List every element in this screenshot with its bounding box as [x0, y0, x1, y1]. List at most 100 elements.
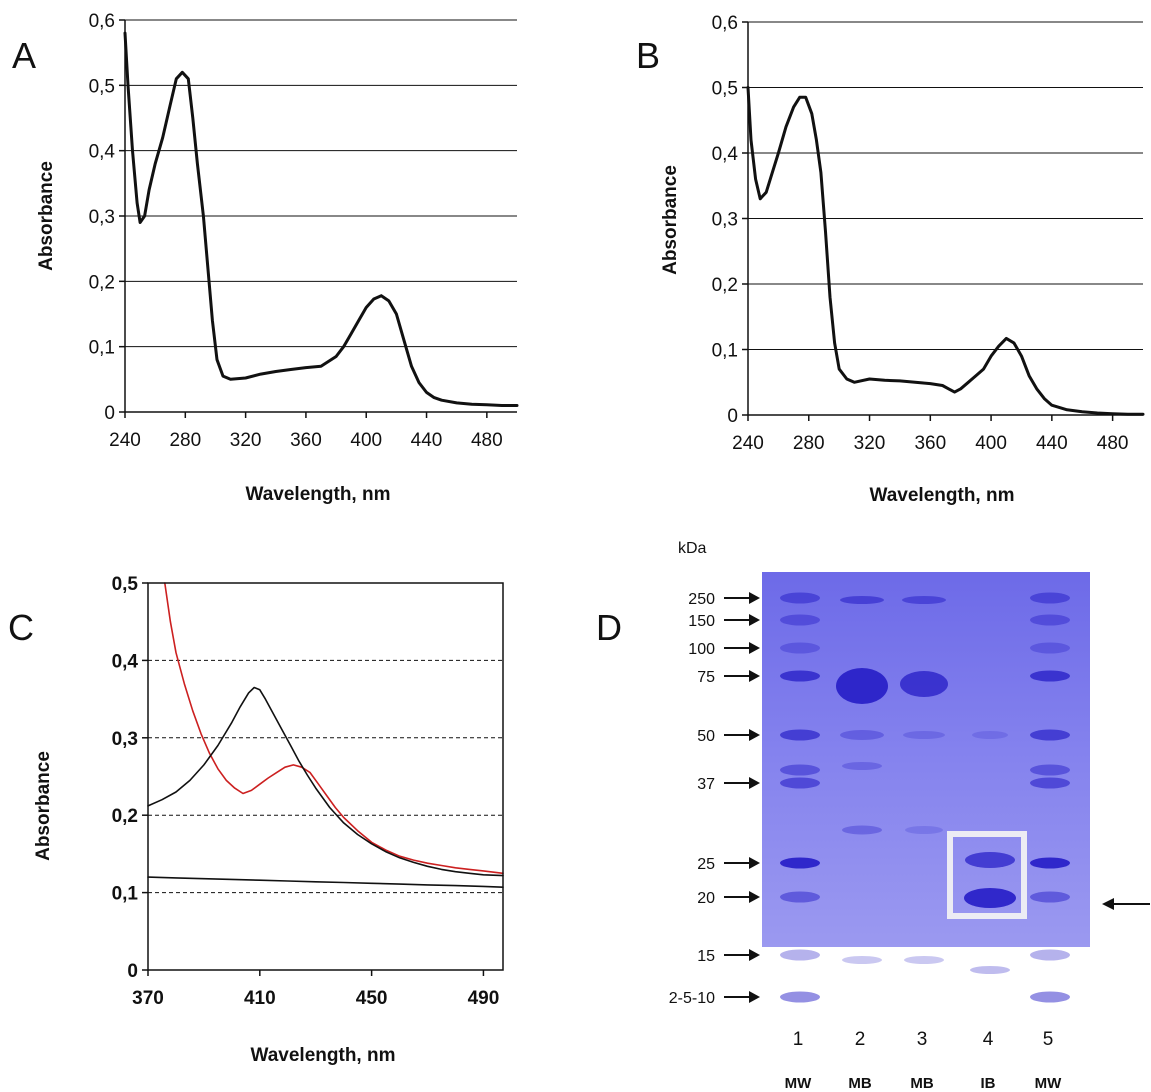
- marker-labels: 250 150 100 75 50 37 25 20 15 2-5-10: [669, 591, 760, 1007]
- gel-band: [1030, 729, 1070, 741]
- y-tick-label: 0: [727, 406, 738, 427]
- marker-label: 250: [688, 591, 715, 608]
- panel-d-gel: D kDa 250 150 100 75 50 37 25 20 15 2-5-10 1 MW 2 MB…: [596, 540, 1150, 1092]
- gel-band: [780, 764, 820, 776]
- marker-label: 75: [697, 669, 715, 686]
- x-tick-label: 360: [290, 430, 322, 451]
- gel-band: [780, 777, 820, 789]
- panel-c: C 0 0,1 0,2 0,3 0,4 0,5 370 410 450 490 Absorban…: [8, 574, 504, 1066]
- gel-band: [836, 668, 888, 704]
- y-axis-title-b: Absorbance: [660, 165, 681, 275]
- gel-band: [1030, 592, 1070, 604]
- x-tick-label: 280: [169, 430, 201, 451]
- arrow-right-icon: [749, 592, 760, 604]
- gel-band: [1030, 857, 1070, 869]
- y-tick-label: 0,2: [712, 275, 738, 296]
- gel-band: [780, 592, 820, 604]
- arrow-right-icon: [749, 614, 760, 626]
- gel-band: [1030, 614, 1070, 626]
- gel-bands: [780, 592, 1070, 1003]
- gel-band: [842, 825, 882, 835]
- y-tick-label: 0,1: [112, 884, 139, 905]
- gel-band: [1030, 991, 1070, 1003]
- arrow-right-icon: [749, 642, 760, 654]
- y-tick-label: 0,5: [89, 76, 115, 97]
- gridlines-b: [748, 21, 1143, 350]
- y-ticks-c: 0 0,1 0,2 0,3 0,4 0,5: [112, 574, 148, 982]
- arrow-right-icon: [749, 857, 760, 869]
- gel-band: [1030, 642, 1070, 654]
- x-tick-label: 450: [356, 988, 388, 1009]
- marker-label: 25: [697, 856, 715, 873]
- y-tick-label: 0,6: [712, 13, 738, 34]
- marker-label: 15: [697, 948, 715, 965]
- gel-band: [972, 731, 1008, 739]
- y-ticks-a: 0 0,1 0,2 0,3 0,4 0,5 0,6: [89, 11, 125, 424]
- series-line-2: [147, 686, 504, 877]
- gel-band: [905, 826, 943, 834]
- gel-band: [840, 730, 884, 740]
- y-tick-label: 0,1: [712, 341, 738, 362]
- y-tick-label: 0,3: [712, 210, 738, 231]
- gel-band: [1030, 777, 1070, 789]
- gel-band: [1030, 764, 1070, 776]
- arrow-right-icon: [749, 670, 760, 682]
- gel-band: [1030, 891, 1070, 903]
- lane-labels: 1 MW 2 MB 3 MB 4 IB 5 MW: [785, 1029, 1062, 1092]
- marker-label: 37: [697, 776, 715, 793]
- panel-label-a: A: [12, 35, 36, 76]
- gel-band: [780, 670, 820, 682]
- marker-label: 150: [688, 613, 715, 630]
- x-tick-label: 360: [914, 433, 946, 454]
- gel-band: [902, 596, 946, 604]
- gel-band: [780, 614, 820, 626]
- gel-band: [904, 956, 944, 964]
- x-tick-label: 440: [411, 430, 443, 451]
- panel-b: B 0 0,1 0,2 0,3 0,4 0,5 0,6 240 280 320 360 400 440…: [636, 13, 1145, 506]
- gel-band: [965, 852, 1015, 868]
- gel-band: [780, 949, 820, 961]
- y-tick-label: 0,5: [712, 79, 738, 100]
- x-tick-label: 480: [471, 430, 503, 451]
- y-tick-label: 0,2: [89, 272, 115, 293]
- marker-label: 100: [688, 641, 715, 658]
- y-tick-label: 0,2: [112, 806, 138, 827]
- x-axis-title-b: Wavelength, nm: [870, 485, 1015, 506]
- y-tick-label: 0: [127, 961, 138, 982]
- arrow-right-icon: [749, 891, 760, 903]
- lane-label: MB: [848, 1075, 871, 1092]
- x-tick-label: 410: [244, 988, 276, 1009]
- gel-band: [780, 891, 820, 903]
- y-tick-label: 0,4: [112, 651, 139, 672]
- y-tick-label: 0,3: [112, 729, 138, 750]
- gel-band: [1030, 949, 1070, 961]
- lane-label: MB: [910, 1075, 933, 1092]
- x-tick-label: 440: [1036, 433, 1068, 454]
- gel-band: [842, 956, 882, 964]
- x-tick-label: 240: [732, 433, 764, 454]
- target-band-arrow: [1102, 898, 1150, 910]
- x-tick-label: 490: [468, 988, 500, 1009]
- gel-band: [780, 642, 820, 654]
- x-tick-label: 320: [230, 430, 262, 451]
- x-tick-label: 370: [132, 988, 164, 1009]
- kda-unit-label: kDa: [678, 540, 707, 557]
- y-ticks-b: 0 0,1 0,2 0,3 0,4 0,5 0,6: [712, 13, 748, 427]
- gel-band: [964, 888, 1016, 908]
- gel-band: [970, 966, 1010, 974]
- panel-label-c: C: [8, 607, 34, 648]
- y-axis-title-a: Absorbance: [36, 161, 57, 271]
- x-tick-label: 320: [854, 433, 886, 454]
- lane-number: 2: [855, 1029, 866, 1050]
- series-line-1: [164, 582, 504, 875]
- lane-number: 3: [917, 1029, 928, 1050]
- gel-image: [762, 572, 1090, 947]
- gel-band: [900, 671, 948, 697]
- lane-number: 1: [793, 1029, 804, 1050]
- series-group-a: [123, 31, 519, 407]
- arrow-right-icon: [749, 949, 760, 961]
- highlight-box-lane-4: [947, 831, 1027, 919]
- x-tick-label: 480: [1097, 433, 1129, 454]
- arrow-right-icon: [749, 991, 760, 1003]
- marker-label: 20: [697, 890, 715, 907]
